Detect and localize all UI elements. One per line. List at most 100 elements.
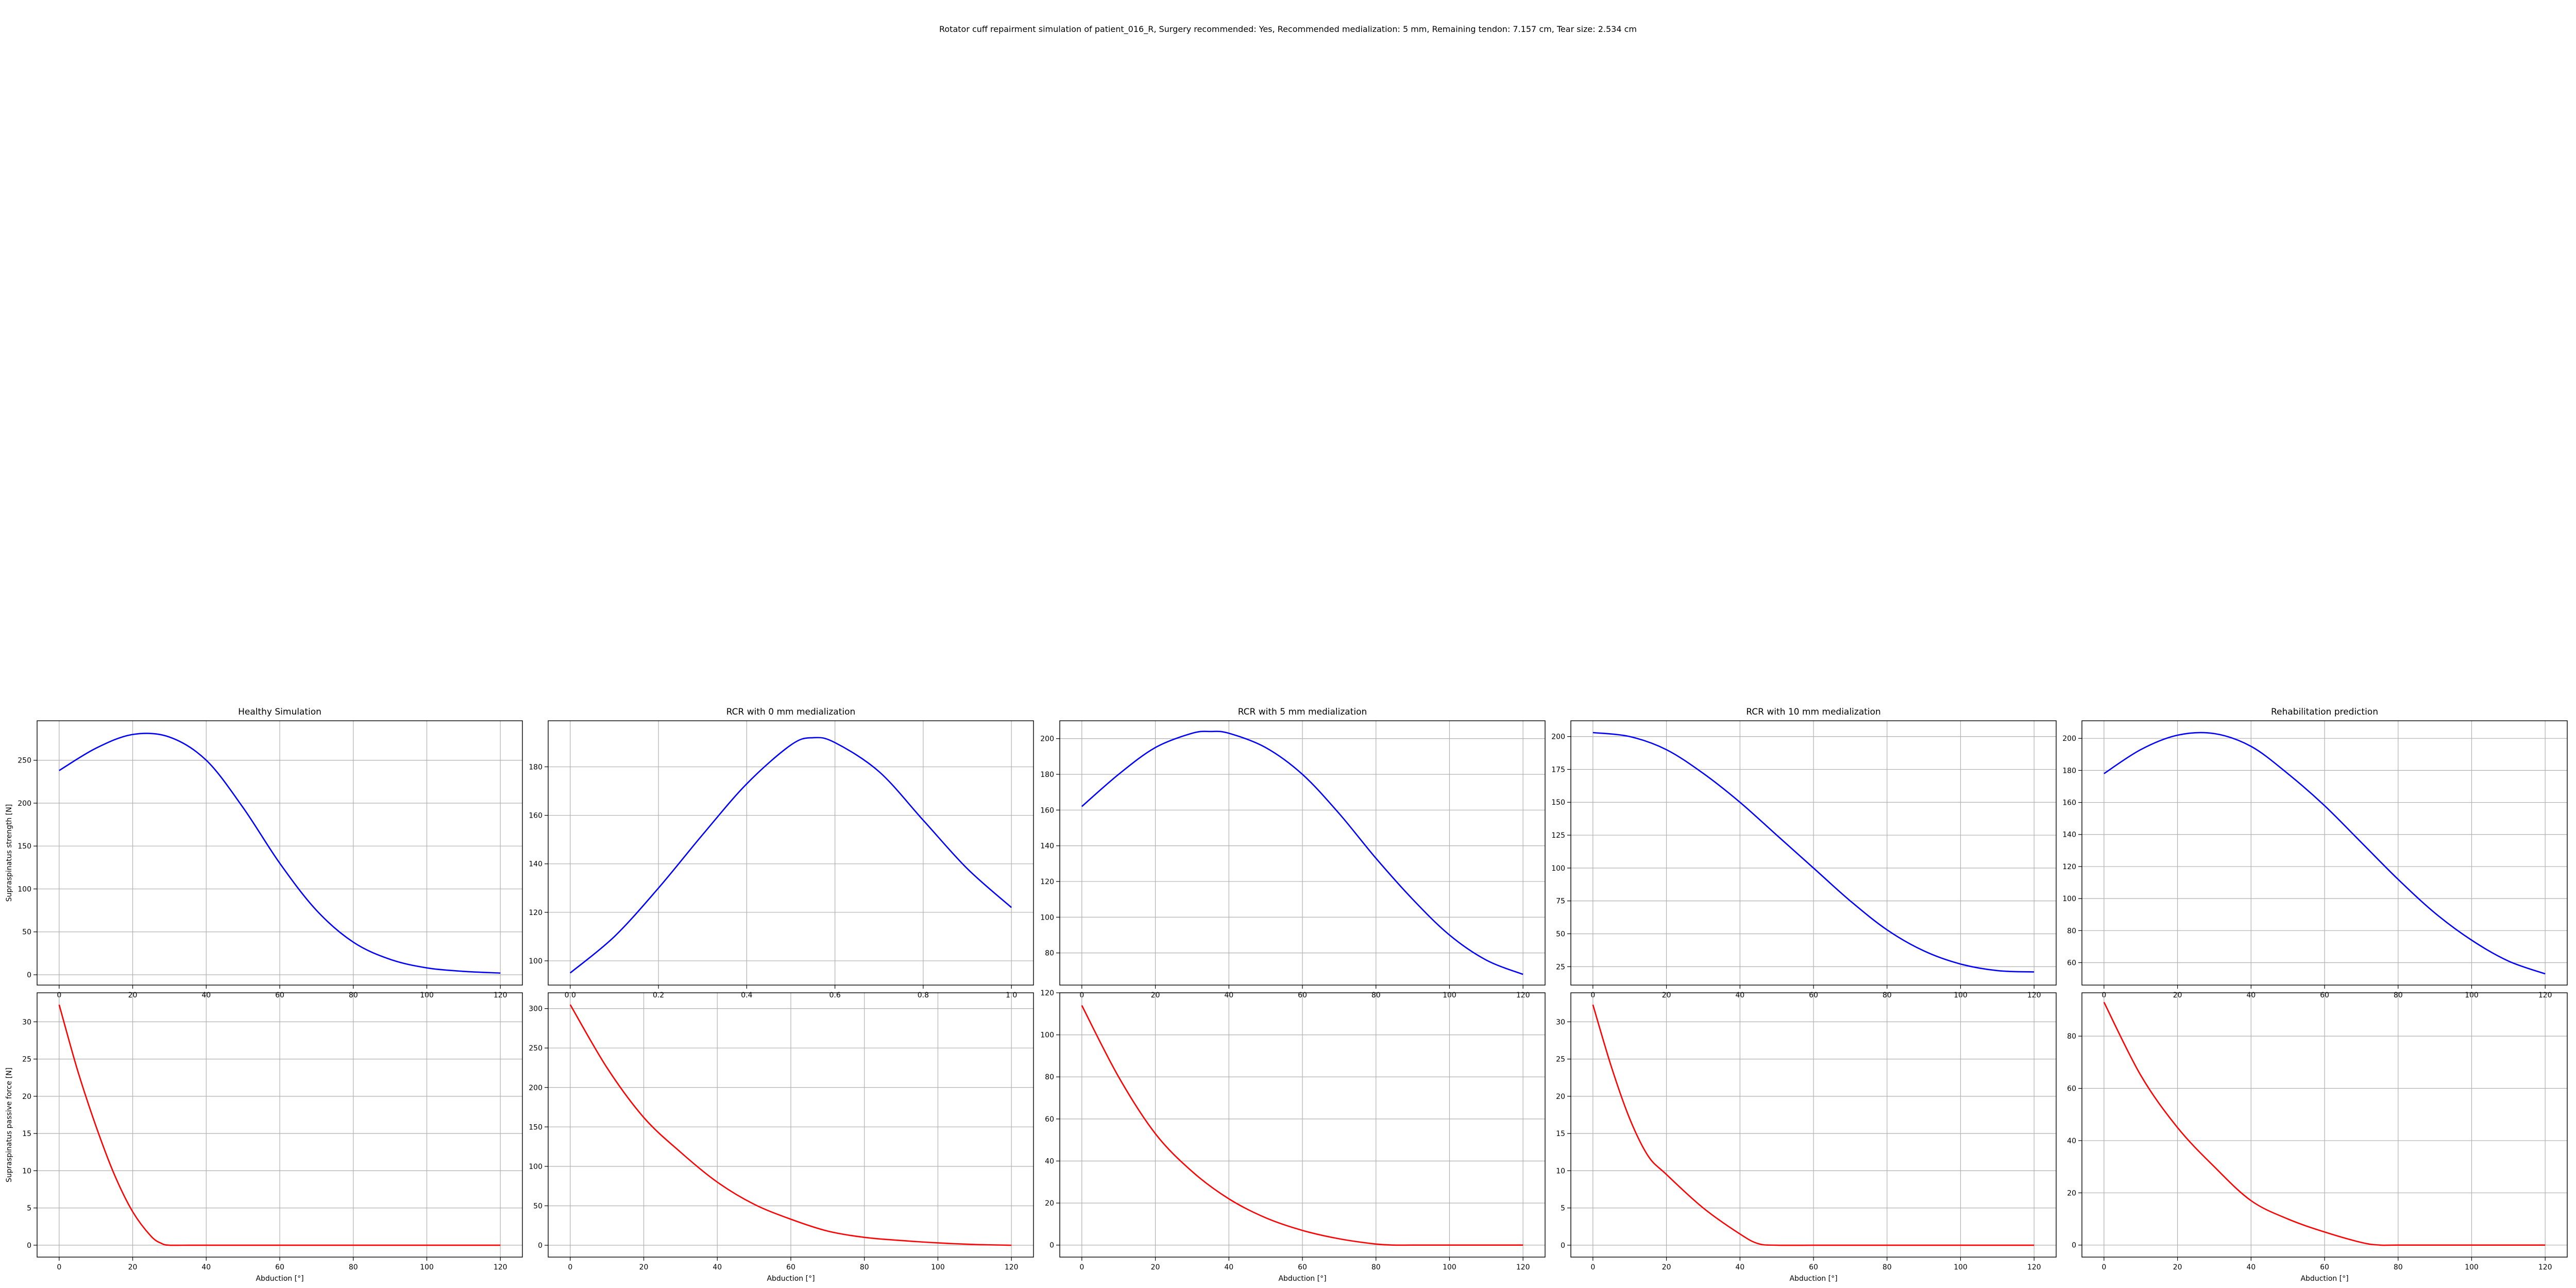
y-tick-label: 250 <box>18 757 31 765</box>
y-tick-label: 100 <box>1040 1031 1054 1040</box>
subplot-0: 020406080100120050100150200250Healthy Si… <box>5 707 523 999</box>
x-tick-label: 20 <box>1151 1263 1160 1272</box>
series-line <box>1592 732 2035 973</box>
x-tick-label: 60 <box>2320 1263 2329 1272</box>
x-tick-label: 80 <box>860 1263 869 1272</box>
axes-frame <box>37 720 523 986</box>
x-axis-label: Abduction [°] <box>256 1275 303 1283</box>
axes-frame <box>2081 992 2568 1258</box>
y-tick-label: 0 <box>2072 1242 2076 1250</box>
subplot-grid: 020406080100120050100150200250Healthy Si… <box>5 707 2568 1283</box>
y-tick-label: 25 <box>1556 1056 1565 1064</box>
y-tick-label: 100 <box>18 885 31 893</box>
x-tick-label: 0 <box>1590 1263 1595 1272</box>
y-tick-label: 0 <box>538 1242 543 1250</box>
x-tick-label: 120 <box>1516 1263 1530 1272</box>
x-tick-label: 60 <box>786 1263 795 1272</box>
subplot-3: 020406080100120255075100125150175200RCR … <box>1551 707 2057 999</box>
x-tick-label: 100 <box>1443 1263 1456 1272</box>
y-tick-label: 5 <box>1561 1205 1565 1213</box>
y-tick-label: 10 <box>22 1167 31 1175</box>
x-tick-label: 80 <box>2394 1263 2403 1272</box>
y-tick-label: 180 <box>2062 767 2076 775</box>
y-tick-label: 175 <box>1551 766 1565 774</box>
y-tick-label: 140 <box>529 860 543 869</box>
y-tick-label: 150 <box>529 1123 543 1131</box>
y-tick-label: 180 <box>1040 771 1054 779</box>
x-tick-label: 0 <box>57 1263 61 1272</box>
subplot-9: 0 20 40 60 80 100 120 0 20 40 60 80 Abduction [°] <box>2067 992 2568 1283</box>
x-tick-label: 100 <box>2465 1263 2479 1272</box>
x-axis-label: Abduction [°] <box>1789 1275 1837 1283</box>
x-tick-label: 120 <box>1005 1263 1019 1272</box>
y-tick-label: 200 <box>1040 735 1054 743</box>
y-tick-label: 300 <box>529 1005 543 1013</box>
y-tick-label: 20 <box>1556 1093 1565 1101</box>
y-tick-label: 160 <box>529 812 543 820</box>
subplot-title: RCR with 5 mm medialization <box>1238 707 1367 717</box>
y-tick-label: 100 <box>1040 913 1054 922</box>
axes-frame <box>548 992 1034 1258</box>
x-tick-label: 80 <box>1883 1263 1892 1272</box>
x-tick-label: 20 <box>2173 1263 2182 1272</box>
x-tick-label: 40 <box>713 1263 722 1272</box>
y-tick-label: 80 <box>1045 950 1054 958</box>
x-tick-label: 100 <box>420 1263 434 1272</box>
y-tick-label: 25 <box>22 1056 31 1064</box>
y-tick-label: 125 <box>1551 832 1565 840</box>
y-tick-label: 200 <box>18 800 31 808</box>
series-line <box>2104 732 2546 975</box>
x-tick-label: 60 <box>1298 1263 1307 1272</box>
y-tick-label: 20 <box>22 1093 31 1101</box>
subplot-title: RCR with 0 mm medialization <box>726 707 856 717</box>
y-axis-label: Supraspinatus strength [N] <box>5 804 13 902</box>
x-tick-label: 60 <box>1809 1263 1818 1272</box>
x-tick-label: 40 <box>1224 1263 1233 1272</box>
y-tick-label: 25 <box>1556 963 1565 971</box>
y-tick-label: 15 <box>1556 1130 1565 1138</box>
y-tick-label: 75 <box>1556 897 1565 906</box>
x-tick-label: 0.2 <box>653 991 664 999</box>
x-tick-label: 0 <box>1079 1263 1084 1272</box>
subplot-title: RCR with 10 mm medialization <box>1746 707 1880 717</box>
x-tick-label: 80 <box>1371 1263 1381 1272</box>
subplot-2: 02040608010012080100120140160180200RCR w… <box>1040 707 1546 999</box>
axes-frame <box>37 992 523 1258</box>
y-tick-label: 5 <box>27 1205 31 1213</box>
axes-frame <box>1059 992 1546 1258</box>
x-tick-label: 40 <box>2246 1263 2256 1272</box>
x-tick-label: 120 <box>494 1263 507 1272</box>
y-tick-label: 80 <box>2067 1032 2076 1041</box>
x-tick-label: 0.6 <box>829 991 841 999</box>
x-tick-label: 100 <box>1954 1263 1968 1272</box>
subplot-5: 0 20 40 60 80 100 120 0 5 10 15 20 25 30 Abduction [°]… <box>5 992 523 1283</box>
y-tick-label: 200 <box>1551 733 1565 741</box>
y-tick-label: 140 <box>1040 842 1054 851</box>
y-tick-label: 50 <box>22 928 31 937</box>
y-tick-label: 250 <box>529 1044 543 1053</box>
y-tick-label: 120 <box>1040 989 1054 997</box>
subplot-8: 0 20 40 60 80 100 120 0 5 10 15 20 25 30 Abduction [°] <box>1556 992 2057 1283</box>
y-tick-label: 200 <box>529 1084 543 1092</box>
x-tick-label: 40 <box>201 1263 211 1272</box>
series-line <box>569 737 1012 974</box>
x-axis-label: Abduction [°] <box>2300 1275 2348 1283</box>
y-tick-label: 40 <box>1045 1157 1054 1165</box>
y-tick-label: 40 <box>2067 1137 2076 1145</box>
series-line <box>58 1004 501 1246</box>
y-tick-label: 140 <box>2062 831 2076 839</box>
y-tick-label: 0 <box>27 1242 31 1250</box>
x-tick-label: 100 <box>931 1263 945 1272</box>
y-tick-label: 60 <box>2067 1085 2076 1093</box>
subplot-title: Healthy Simulation <box>238 707 321 717</box>
x-tick-label: 120 <box>2027 1263 2041 1272</box>
y-tick-label: 200 <box>2062 735 2076 743</box>
series-line <box>569 1004 1012 1246</box>
y-tick-label: 150 <box>18 842 31 851</box>
x-tick-label: 0.8 <box>918 991 929 999</box>
series-line <box>59 733 501 974</box>
y-tick-label: 100 <box>529 957 543 965</box>
x-tick-label: 20 <box>639 1263 649 1272</box>
